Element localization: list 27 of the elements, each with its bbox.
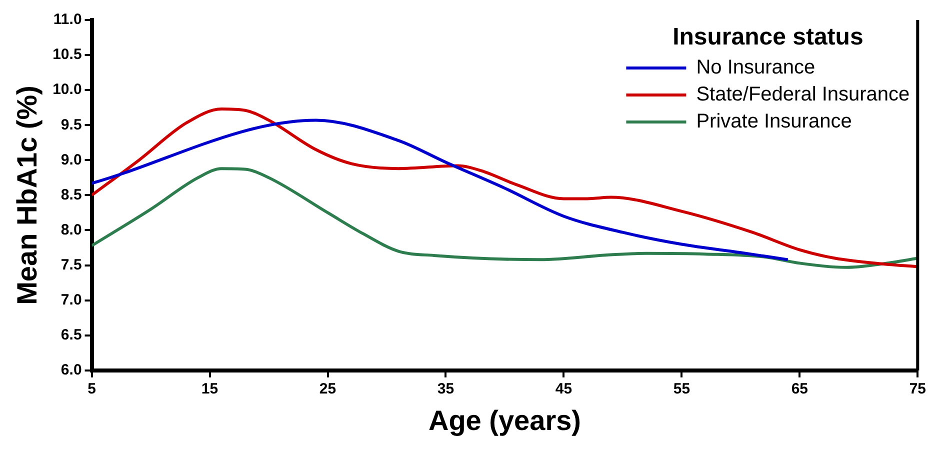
- x-tick-label: 65: [791, 380, 808, 398]
- y-tick-label: 7.5: [60, 256, 82, 274]
- x-tick-label: 15: [201, 380, 218, 398]
- x-tick-label: 25: [319, 380, 336, 398]
- x-tick-label: 75: [909, 380, 926, 398]
- x-tick-label: 45: [555, 380, 572, 398]
- y-axis-title: Mean HbA1c (%): [12, 86, 43, 305]
- y-tick-label: 9.5: [60, 116, 82, 134]
- y-tick-label: 10.0: [52, 81, 82, 98]
- line-series: [92, 108, 918, 268]
- y-tick-label: 8.5: [60, 186, 82, 204]
- y-tick-label: 8.0: [60, 221, 82, 238]
- line-series: [92, 167, 918, 269]
- legend-label: State/Federal Insurance: [696, 84, 910, 106]
- y-tick-label: 9.0: [60, 151, 82, 168]
- legend-label: No Insurance: [696, 56, 816, 79]
- x-tick-label: 5: [88, 380, 96, 398]
- y-tick-label: 7.0: [60, 291, 82, 308]
- y-tick-label: 6.0: [60, 362, 82, 379]
- legend-title: Insurance status: [672, 24, 864, 51]
- legend-label: Private Insurance: [696, 110, 852, 133]
- y-tick-label: 10.5: [52, 46, 82, 64]
- x-tick-label: 55: [673, 380, 690, 398]
- y-tick-label: 11.0: [53, 11, 82, 28]
- x-tick-label: 35: [437, 380, 454, 398]
- x-axis-title: Age (years): [428, 404, 581, 436]
- y-tick-label: 6.5: [60, 326, 82, 344]
